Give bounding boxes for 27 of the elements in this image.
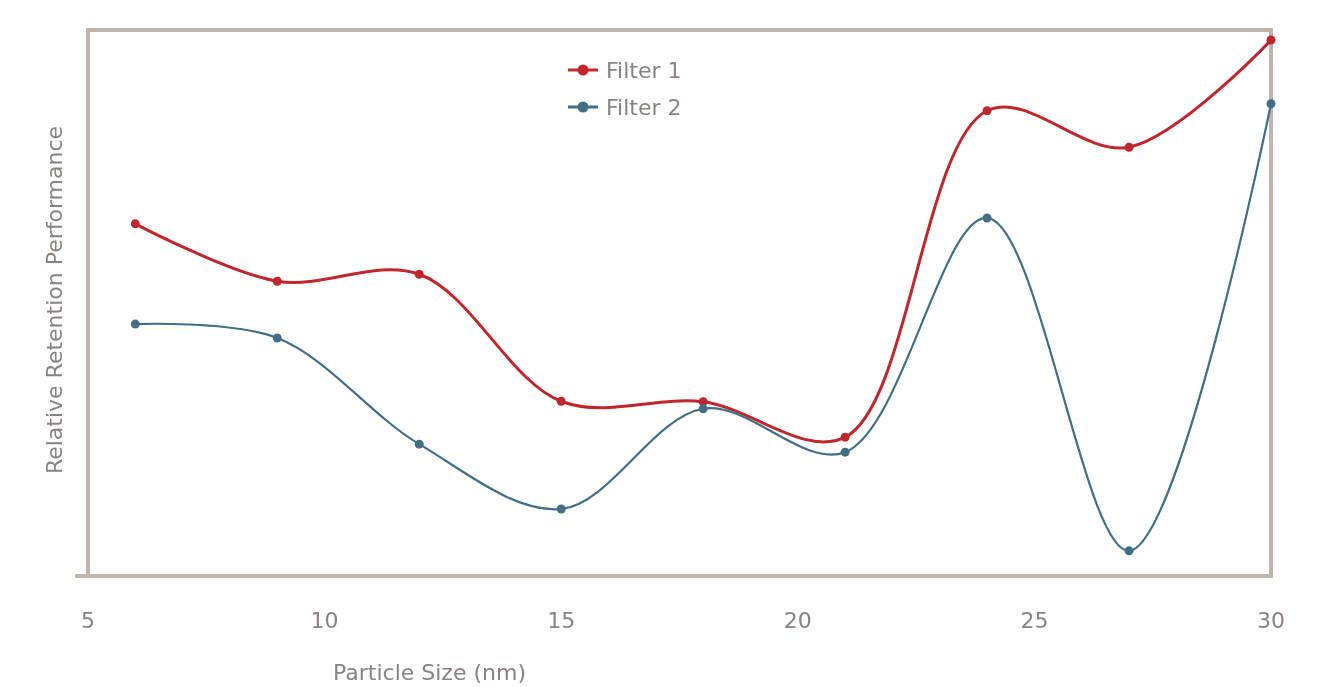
point — [556, 396, 566, 406]
x-tick-label: 15 — [547, 608, 576, 633]
point — [1266, 35, 1276, 45]
point — [556, 504, 566, 514]
x-tick-label: 20 — [783, 608, 812, 633]
point — [130, 219, 140, 229]
x-tick-label: 25 — [1020, 608, 1049, 633]
point — [982, 106, 992, 116]
point — [840, 447, 850, 457]
x-axis-title: Particle Size (nm) — [333, 660, 526, 685]
x-tick-label: 30 — [1257, 608, 1285, 633]
point — [840, 432, 850, 442]
point — [1266, 99, 1276, 109]
point — [414, 439, 424, 449]
point — [272, 333, 282, 343]
y-axis-title: Relative Retention Performance — [42, 125, 67, 475]
legend-label: Filter 2 — [606, 95, 682, 120]
point — [272, 276, 282, 286]
point — [698, 404, 708, 414]
legend-label: Filter 1 — [606, 58, 682, 83]
point — [1124, 142, 1134, 152]
x-tick-label: 5 — [81, 608, 95, 633]
point — [982, 213, 992, 223]
point — [1124, 546, 1134, 556]
x-tick-label: 10 — [310, 608, 339, 633]
point — [414, 269, 424, 279]
point — [130, 319, 140, 329]
